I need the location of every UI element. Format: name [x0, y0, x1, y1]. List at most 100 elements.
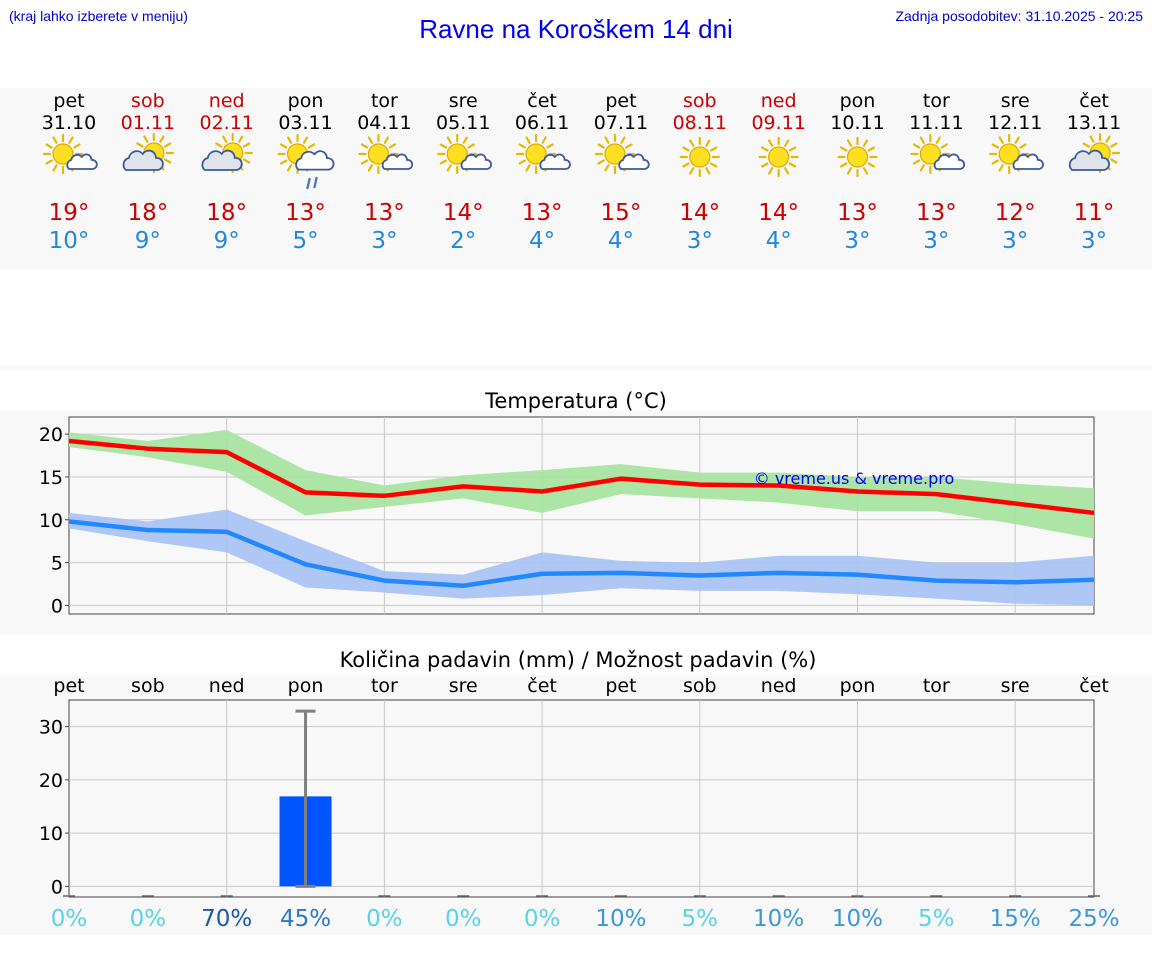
day-name: ned [761, 90, 797, 112]
precip-probability: 0% [366, 906, 403, 932]
day-name: sob [683, 90, 717, 112]
sun-icon [758, 136, 799, 178]
temp-min: 3° [923, 228, 949, 254]
temp-max: 19° [49, 200, 90, 226]
y-tick-label: 10 [39, 510, 63, 532]
sun-cloud-icon [594, 133, 650, 175]
watermark: © vreme.us & vreme.pro [754, 469, 955, 488]
x-tick-label: pet [605, 675, 636, 697]
day-name: čet [527, 90, 557, 112]
day-date: 01.11 [121, 112, 175, 134]
x-tick-label: čet [1079, 675, 1109, 697]
day-date: 13.11 [1067, 112, 1121, 134]
day-date: 12.11 [988, 112, 1042, 134]
temp-max: 13° [837, 200, 878, 226]
precip-probability: 0% [130, 906, 167, 932]
temp-max: 14° [679, 200, 720, 226]
day-name: ned [209, 90, 245, 112]
x-tick-label: ned [209, 675, 245, 697]
day-name: tor [923, 90, 950, 112]
temp-max: 18° [127, 200, 168, 226]
plot-area [68, 699, 1095, 898]
temp-min: 10° [49, 228, 90, 254]
precip-probability: 25% [1068, 906, 1119, 932]
precipitation-chart: Količina padavin (mm) / Možnost padavin … [39, 648, 1120, 932]
day-name: pon [288, 90, 324, 112]
day-date: 09.11 [751, 112, 805, 134]
day-name: sre [449, 90, 478, 112]
temp-max: 14° [758, 200, 799, 226]
day-name: sre [1001, 90, 1030, 112]
day-date: 04.11 [357, 112, 411, 134]
x-tick-label: sob [683, 675, 717, 697]
precip-probability: 0% [51, 906, 88, 932]
temp-min: 3° [1081, 228, 1107, 254]
day-date: 03.11 [278, 112, 332, 134]
cloud-sun-icon [1068, 132, 1121, 174]
precip-probability: 70% [201, 906, 252, 932]
chart-title: Temperatura (°C) [484, 389, 667, 413]
temp-max: 13° [364, 200, 405, 226]
day-date: 08.11 [673, 112, 727, 134]
location-hint: (kraj lahko izberete v meniju) [9, 8, 188, 24]
y-tick-label: 0 [51, 876, 63, 898]
day-date: 06.11 [515, 112, 569, 134]
x-tick-label: pon [288, 675, 324, 697]
precip-probability: 10% [753, 906, 804, 932]
temp-min: 5° [292, 228, 318, 254]
precip-probability: 0% [524, 906, 561, 932]
temp-min: 4° [529, 228, 555, 254]
x-tick-label: pet [53, 675, 84, 697]
precip-probability: 0% [445, 906, 482, 932]
cloud-sun-icon [201, 132, 253, 174]
day-name: pon [840, 90, 876, 112]
last-updated: Zadnja posodobitev: 31.10.2025 - 20:25 [895, 8, 1143, 24]
page-title: Ravne na Koroškem 14 dni [419, 14, 733, 44]
forecast-panel [0, 88, 1152, 270]
temp-min: 9° [135, 228, 161, 254]
forecast-strip: pet31.1019°10°sob01.1118°9°ned02.1118°9°… [42, 90, 1121, 254]
y-tick-label: 30 [39, 717, 63, 739]
y-tick-label: 15 [39, 467, 63, 489]
day-date: 31.10 [42, 112, 96, 134]
sun-icon [679, 136, 720, 178]
temp-max: 12° [995, 200, 1036, 226]
min-temp-line [68, 519, 1095, 588]
sun-cloud-icon [42, 133, 98, 175]
day-date: 10.11 [830, 112, 884, 134]
temp-min: 4° [766, 228, 792, 254]
temp-min: 3° [687, 228, 713, 254]
temp-max: 13° [522, 200, 563, 226]
temp-max: 14° [443, 200, 484, 226]
x-tick-label: pon [840, 675, 876, 697]
day-date: 02.11 [199, 112, 253, 134]
precip-probability: 5% [918, 906, 955, 932]
sun-cloud-icon [515, 133, 571, 175]
temp-max: 13° [916, 200, 957, 226]
temp-min: 9° [214, 228, 240, 254]
chart-title: Količina padavin (mm) / Možnost padavin … [340, 648, 817, 672]
sun-icon [837, 136, 878, 178]
sun-cloud-rain-icon [277, 133, 335, 190]
x-tick-label: čet [527, 675, 557, 697]
temp-min: 3° [371, 228, 397, 254]
day-name: tor [371, 90, 398, 112]
day-date: 11.11 [909, 112, 963, 134]
y-tick-label: 20 [39, 770, 63, 792]
y-tick-label: 20 [39, 424, 63, 446]
day-name: pet [53, 90, 84, 112]
precip-probability: 45% [280, 906, 331, 932]
y-tick-label: 5 [51, 553, 63, 575]
x-tick-label: sre [449, 675, 478, 697]
day-date: 07.11 [594, 112, 648, 134]
precip-probability: 5% [682, 906, 719, 932]
day-name: pet [605, 90, 636, 112]
y-tick-label: 10 [39, 823, 63, 845]
x-tick-label: ned [761, 675, 797, 697]
max-temp-line [68, 438, 1095, 516]
x-tick-label: tor [371, 675, 398, 697]
temp-max: 18° [206, 200, 247, 226]
temp-min: 2° [450, 228, 476, 254]
temperature-chart: Temperatura (°C) 0 5 10 15 20 © vreme.us & vre… [39, 389, 1095, 617]
x-tick-label: sre [1001, 675, 1030, 697]
